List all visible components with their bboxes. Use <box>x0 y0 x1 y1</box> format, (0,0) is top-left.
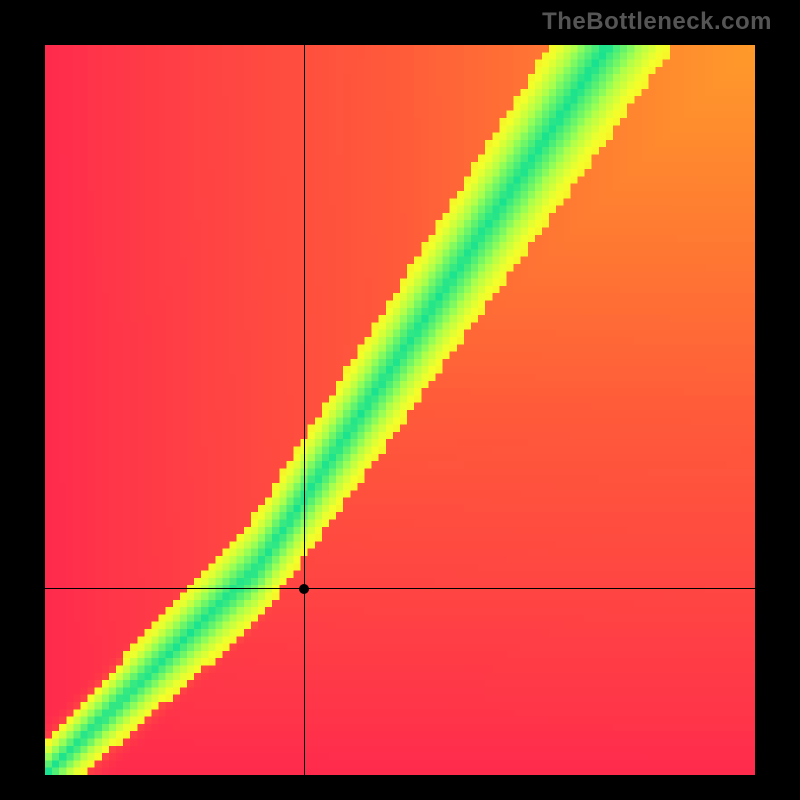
bottleneck-heatmap <box>45 45 755 775</box>
chart-container: TheBottleneck.com <box>0 0 800 800</box>
watermark-text: TheBottleneck.com <box>542 8 772 36</box>
crosshair-marker <box>299 584 309 594</box>
crosshair-vertical <box>304 45 305 775</box>
crosshair-horizontal <box>45 588 755 589</box>
